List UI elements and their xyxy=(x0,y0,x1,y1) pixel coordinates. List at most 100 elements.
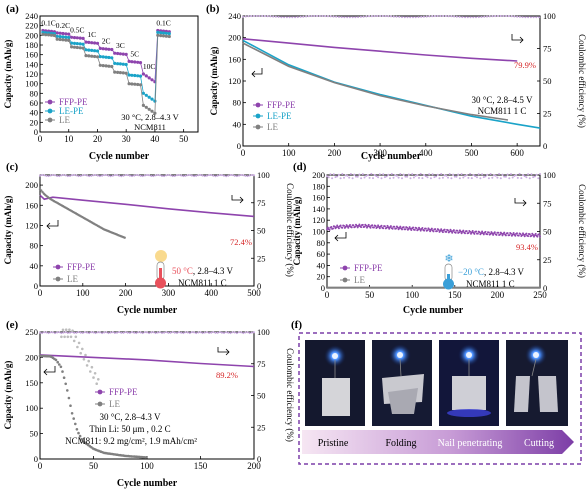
panel-a-point xyxy=(121,71,125,75)
panel-c-ce-point xyxy=(96,174,99,177)
panel-b-ce-point xyxy=(299,15,302,18)
panel-e-ce-point xyxy=(240,331,243,334)
panel-e-ce-point xyxy=(235,332,238,335)
panel-a-point xyxy=(107,64,111,68)
panel-d-ce-point xyxy=(489,173,492,175)
panel-c-ce-point xyxy=(41,174,44,176)
panel-d-note-line2: NCM811 1 C xyxy=(466,279,515,289)
panel-a-point xyxy=(55,34,59,38)
panel-d-ce-point xyxy=(327,176,330,179)
panel-d-series-ffp-pe-point xyxy=(456,229,459,232)
panel-d-series-ffp-pe-point xyxy=(504,234,507,237)
panel-d-series-ffp-pe-point xyxy=(439,229,442,232)
panel-c-ce-point xyxy=(184,174,187,177)
panel-d-ce-point xyxy=(418,176,420,179)
panel-d-note-rest: , 2.8–4.3 V xyxy=(484,267,525,277)
panel-d-ytick-label: 140 xyxy=(312,204,325,214)
panel-c-ce-point xyxy=(143,174,146,177)
panel-d-series-ffp-pe-point xyxy=(534,232,537,235)
panel-e-ce-point xyxy=(118,331,121,334)
panel-a-ytick-label: 80 xyxy=(30,88,39,98)
panel-e-series-le-point xyxy=(74,422,77,426)
panel-a-point xyxy=(138,83,143,87)
panel-a-point xyxy=(81,46,85,50)
panel-c-ce-point xyxy=(246,175,249,178)
panel-a-point xyxy=(144,105,148,109)
panel-e-ce-point xyxy=(182,332,185,335)
panel-d-series-ffp-pe-point xyxy=(538,233,541,236)
panel-e-ce-point xyxy=(212,331,215,334)
panel-d-ce-point xyxy=(392,176,395,179)
panel-c-ce-point xyxy=(69,175,71,177)
panel-b-ce-point xyxy=(436,15,439,17)
panel-e-ce-point xyxy=(49,331,52,334)
panel-b-ce-point xyxy=(417,16,420,19)
panel-b-ce-point xyxy=(513,15,516,18)
panel-e-ce-point xyxy=(143,331,146,334)
panel-e-xtick-label: 200 xyxy=(247,461,261,471)
panel-a-point xyxy=(118,52,122,56)
panel-d-series-ffp-pe-point xyxy=(530,234,533,237)
stage-arrow xyxy=(302,430,574,454)
panel-d-series-ffp-pe-point xyxy=(454,231,457,234)
panel-c-ce-point xyxy=(195,174,198,177)
axes-layer: 0 10 20 30 40 5002040608010012014016018020022… xyxy=(25,11,556,471)
panel-d-ce-point xyxy=(470,177,473,180)
panel-c-ce-point xyxy=(152,175,155,178)
panel-a-legend-label: LE xyxy=(59,115,70,125)
panel-d-ce-point xyxy=(433,176,436,179)
panel-b-ce-point xyxy=(354,16,357,19)
panel-b-ylabel2: Coulombic efficiency (%) xyxy=(577,34,587,128)
panel-d-ce-point xyxy=(390,173,393,175)
panel-d-series-ffp-pe-point xyxy=(528,233,531,236)
panel-e-series-le-point xyxy=(70,412,74,415)
panel-a-point xyxy=(98,55,102,59)
panel-c-note-line2: NCM811 1 C xyxy=(178,278,227,288)
panel-d-xlabel: Cycle number xyxy=(403,305,464,316)
panel-d-series-ffp-pe-point xyxy=(441,231,444,234)
panel-a-point xyxy=(124,52,128,57)
panel-e-ce-point xyxy=(180,331,183,334)
panel-b-ce-point xyxy=(412,16,414,19)
panel-a-point xyxy=(58,35,62,39)
panel-e-ce-le-point xyxy=(74,335,78,339)
panel-b-ce-point xyxy=(242,15,244,18)
panel-b-ce-point xyxy=(450,15,453,18)
panel-e-legend-marker xyxy=(97,401,103,407)
panel-c-ce-point xyxy=(120,175,123,178)
panel-c-ce-point xyxy=(45,174,48,177)
panel-b-ce-point xyxy=(274,15,277,18)
panel-d-series-ffp-pe-point xyxy=(349,224,351,226)
panel-d-ce-point xyxy=(416,174,419,177)
panel-b-legend-marker xyxy=(255,113,261,119)
panel-a-legend-marker xyxy=(47,99,53,105)
panel-e-ce-point xyxy=(137,331,140,334)
panel-d-ce-point xyxy=(503,175,506,178)
panel-c-ce-point xyxy=(60,174,63,177)
panel-a-point xyxy=(136,60,140,64)
panel-d-ce-point xyxy=(363,176,366,179)
panel-d-series-ffp-pe-point xyxy=(499,233,501,236)
panel-d-series-ffp-pe-point xyxy=(430,227,433,230)
panel-d-series-ffp-pe-point xyxy=(387,226,390,229)
panel-a-point xyxy=(41,32,45,37)
panel-a-point xyxy=(90,41,94,45)
panel-a-point xyxy=(55,37,59,41)
panel-a-ytick-label: 240 xyxy=(25,11,38,21)
panel-a-point xyxy=(138,61,143,65)
panel-e-ce-point xyxy=(83,331,86,334)
panel-d-ytick-label: 100 xyxy=(312,227,325,237)
panel-e-ce-point xyxy=(250,331,253,334)
panel-b-ce-point xyxy=(414,16,417,19)
panel-a-point xyxy=(67,32,71,36)
panel-a-point xyxy=(93,41,97,45)
panel-e-xtick-label: 100 xyxy=(140,461,154,471)
panel-e-ce-point xyxy=(216,331,219,334)
panel-d-ce-point xyxy=(482,176,485,179)
panel-a-point xyxy=(138,74,143,78)
panel-d-series-ffp-pe-point xyxy=(429,230,432,233)
panel-d-ce-point xyxy=(532,176,535,179)
panel-a-point xyxy=(133,60,137,64)
panel-b-retention: 79.9% xyxy=(514,60,536,70)
panel-c-series-le-point xyxy=(123,236,126,239)
